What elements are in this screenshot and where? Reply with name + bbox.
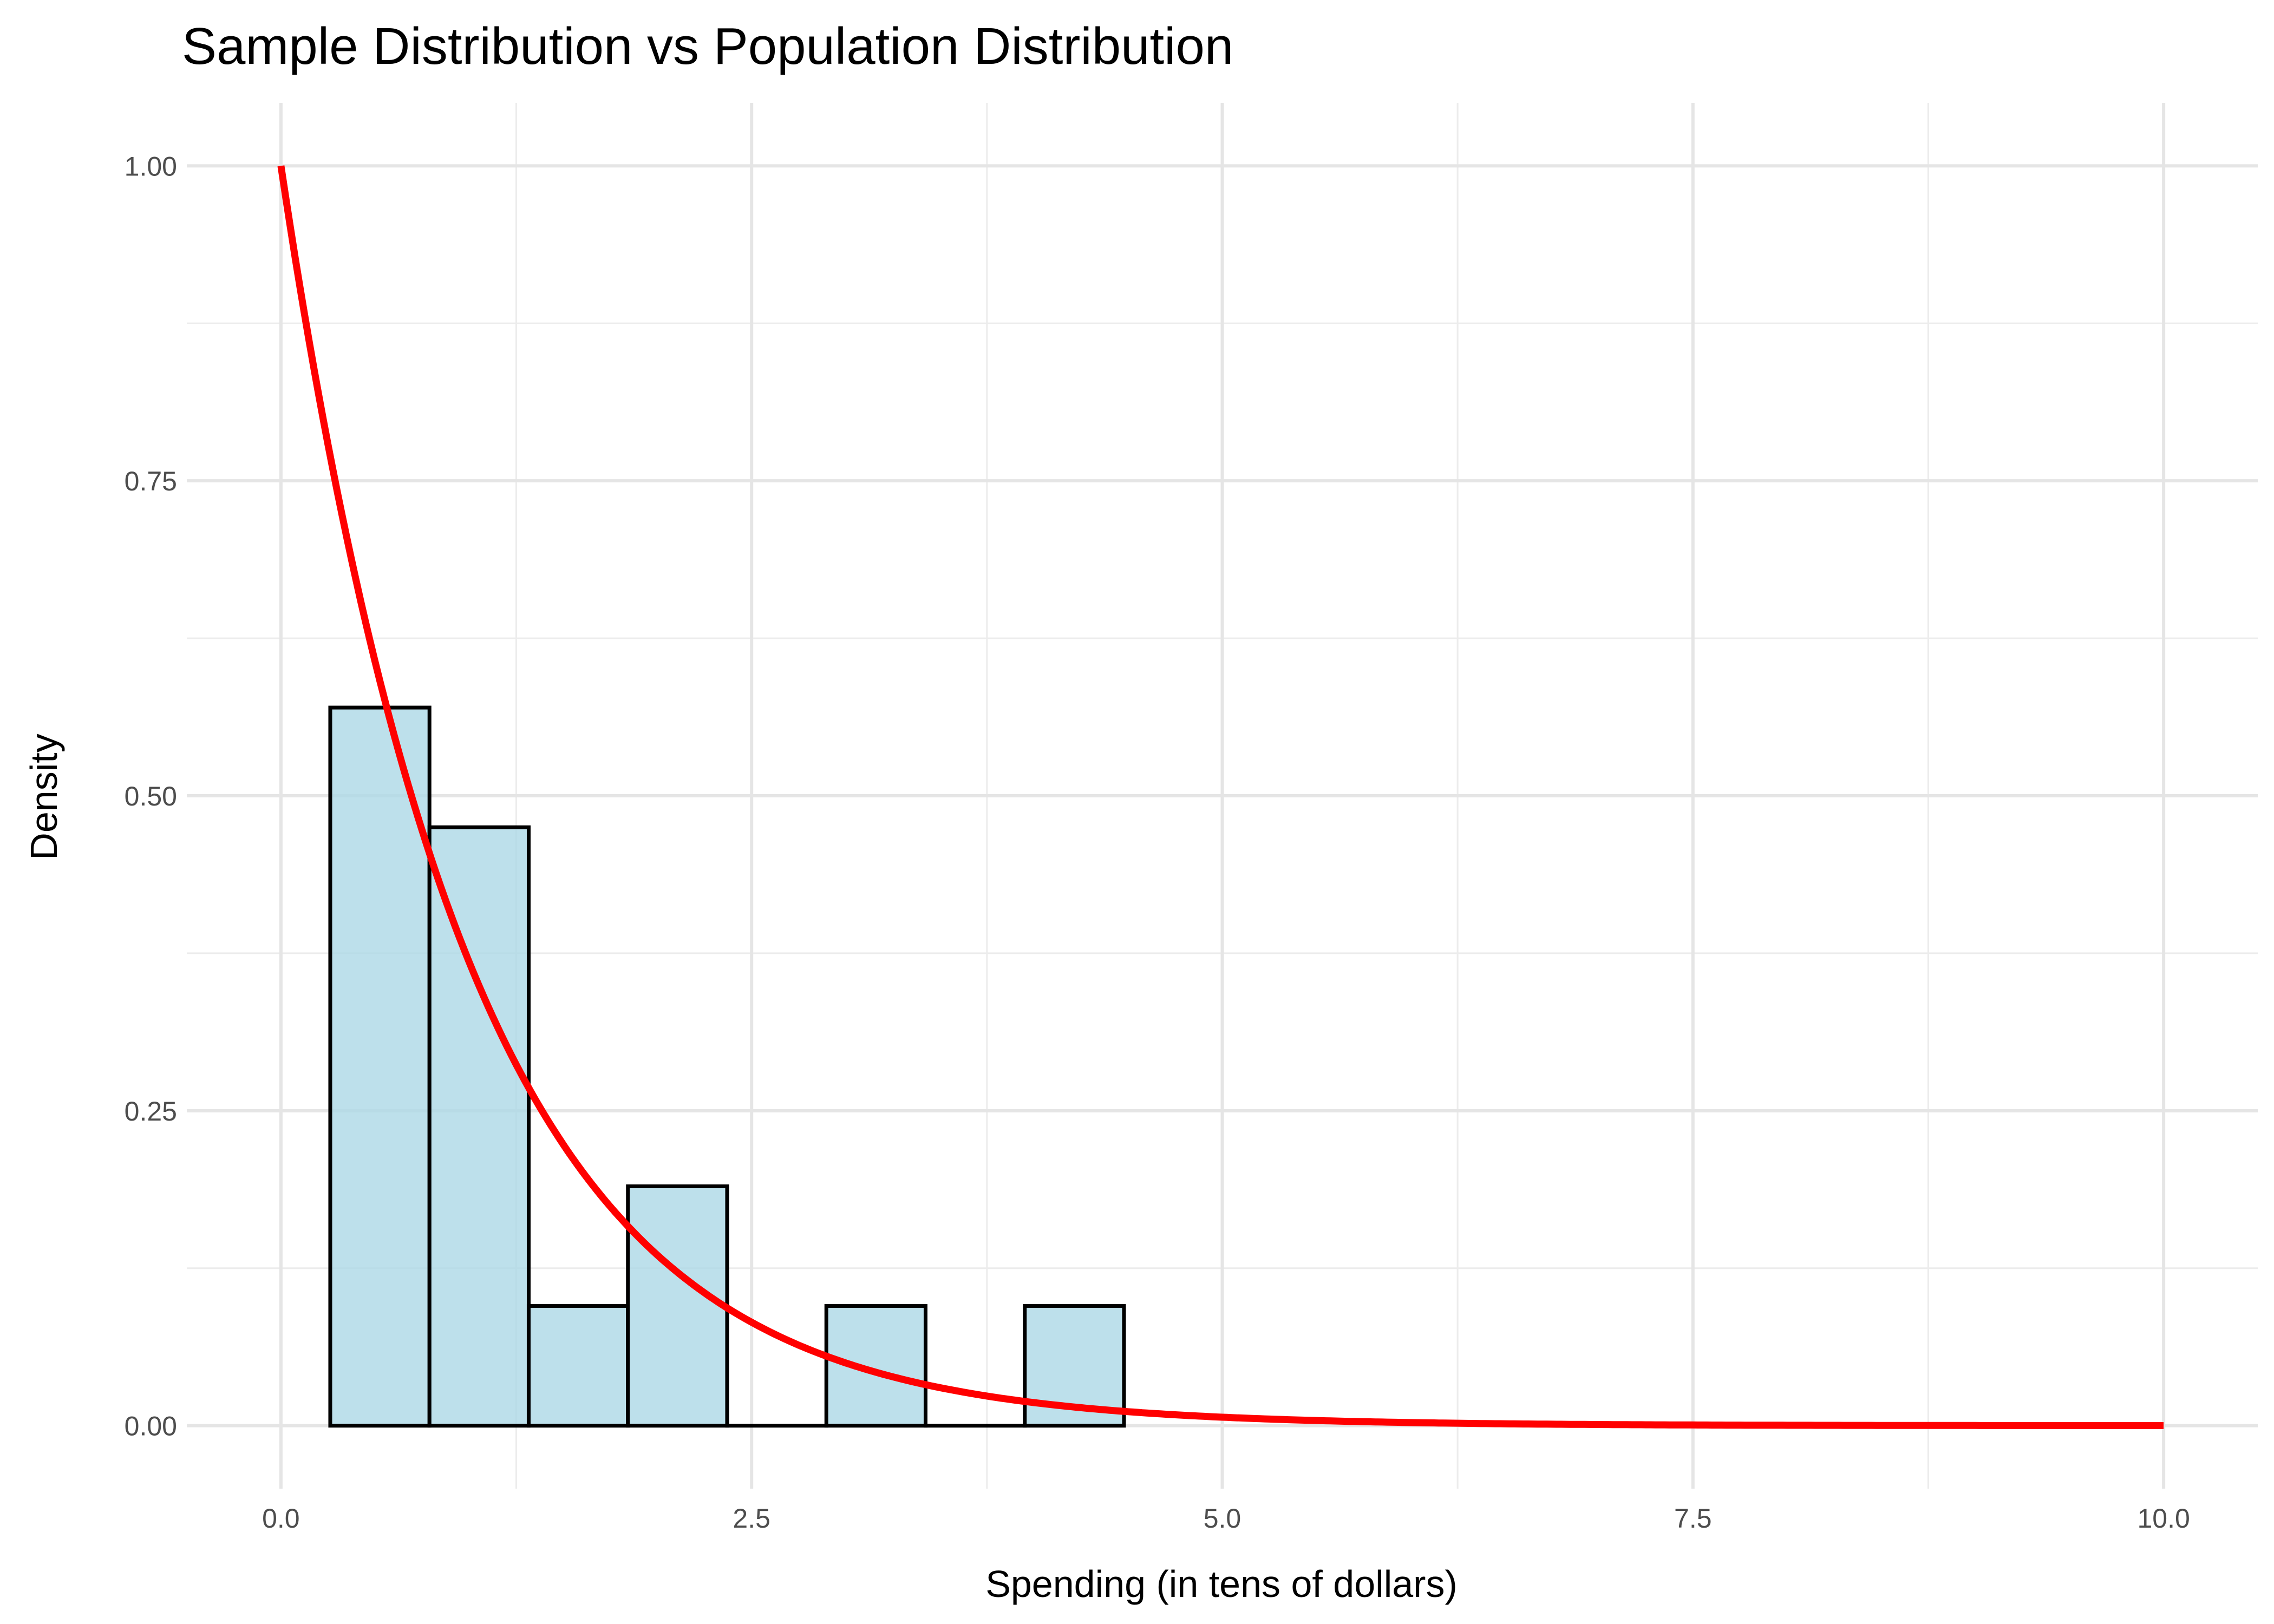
x-tick-label: 7.5 — [1674, 1503, 1712, 1534]
x-axis-ticks: 0.0 2.5 5.0 7.5 10.0 — [262, 1503, 2190, 1534]
y-axis-title: Density — [23, 734, 65, 860]
histogram-bar — [427, 825, 531, 1428]
population-density-curve — [277, 165, 2164, 1429]
y-tick-label: 0.25 — [125, 1096, 177, 1127]
x-tick-label: 5.0 — [1204, 1503, 1241, 1534]
y-tick-label: 0.50 — [125, 781, 177, 811]
y-axis-ticks: 0.00 0.25 0.50 0.75 1.00 — [125, 151, 177, 1441]
y-tick-label: 0.00 — [125, 1411, 177, 1442]
histogram-bar — [626, 1184, 729, 1428]
x-tick-label: 10.0 — [2137, 1503, 2190, 1534]
chart-title: Sample Distribution vs Population Distri… — [182, 17, 1233, 75]
x-axis-title: Spending (in tens of dollars) — [985, 1563, 1458, 1605]
x-tick-label: 2.5 — [733, 1503, 770, 1534]
histogram-bar — [824, 1304, 927, 1428]
histogram-bar — [526, 1304, 630, 1428]
y-tick-label: 1.00 — [125, 151, 177, 181]
y-tick-label: 0.75 — [125, 466, 177, 496]
histogram-bars — [328, 705, 1126, 1428]
x-tick-label: 0.0 — [262, 1503, 300, 1534]
